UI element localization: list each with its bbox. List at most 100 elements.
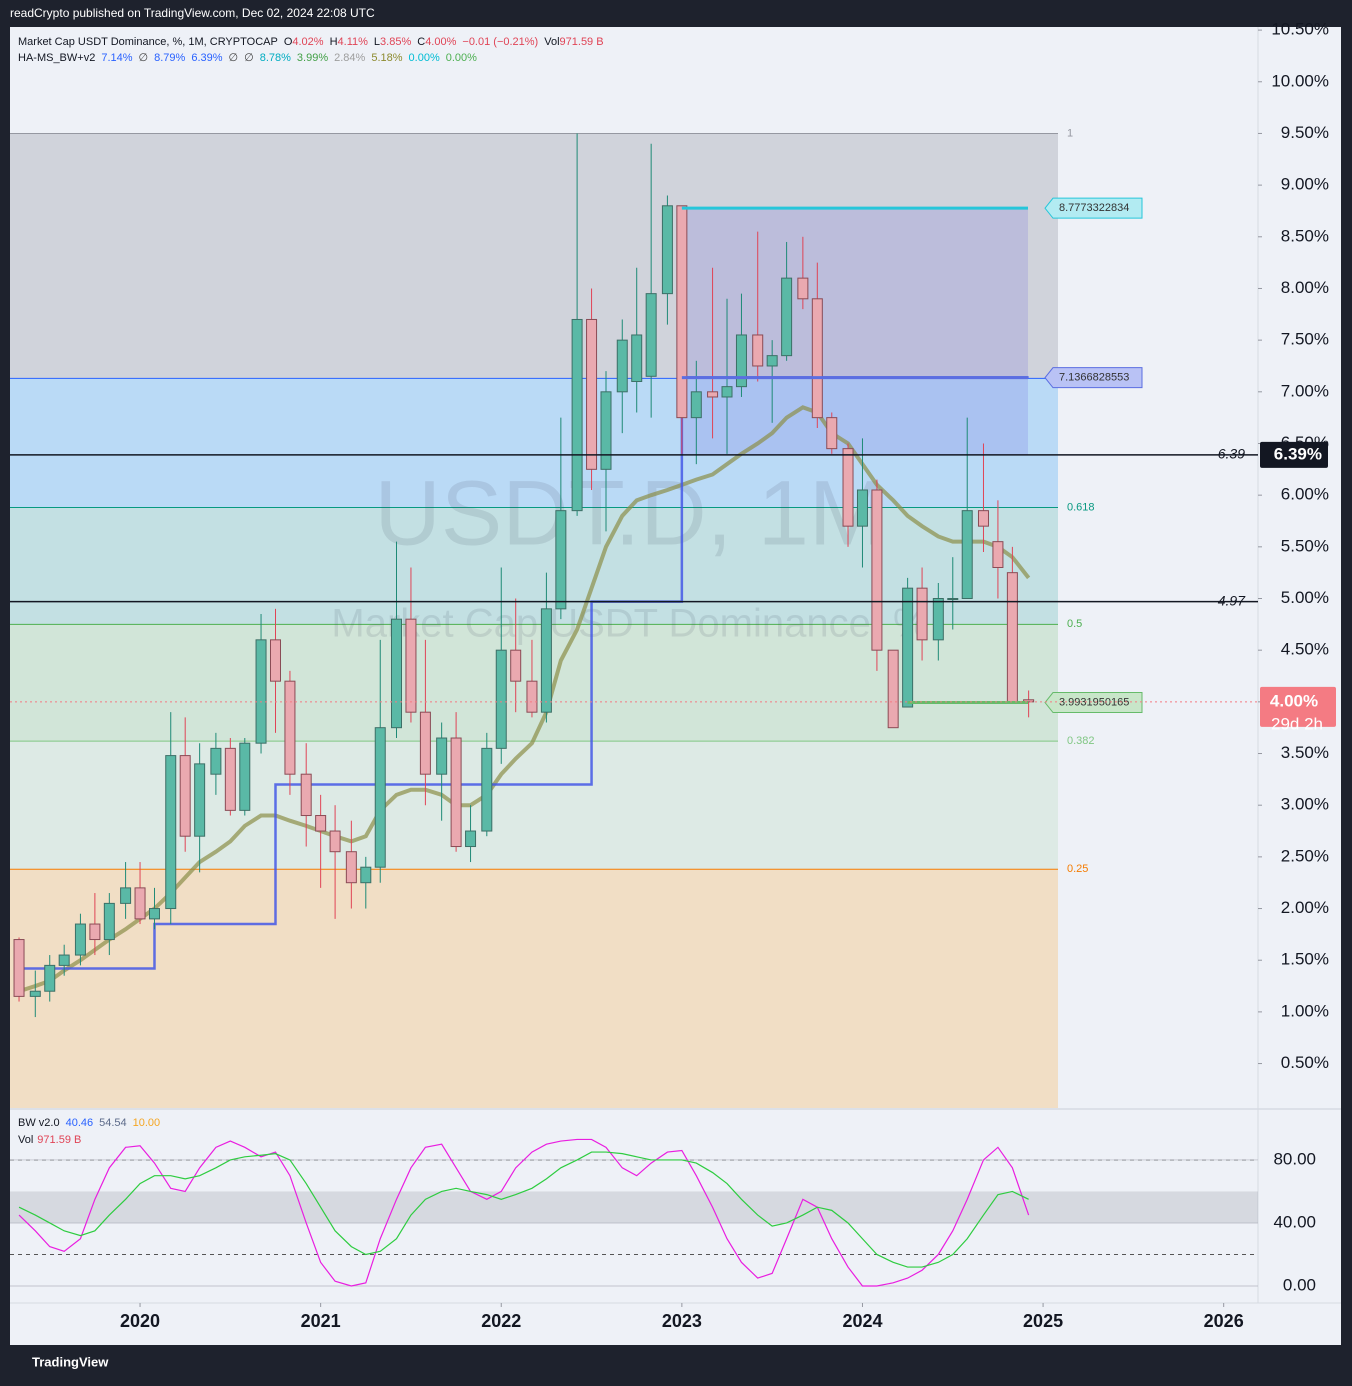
legend-value: 4.02% — [292, 36, 323, 48]
volume-legend: Vol 971.59 B — [18, 1134, 81, 1146]
candle-body — [345, 851, 357, 884]
y-tick-label: 6.00% — [1281, 485, 1329, 504]
candle-body — [842, 448, 854, 527]
indicator-value: 5.18% — [371, 52, 402, 64]
candle-body — [269, 639, 281, 682]
last-price-label: 4.00% — [1270, 691, 1318, 710]
watermark: Market Cap USDT Dominance, % — [331, 602, 928, 646]
candle-body — [1006, 572, 1018, 703]
oscillator-value: 10.00 — [133, 1117, 161, 1129]
price-bubble-label: 8.7773322834 — [1059, 202, 1129, 214]
candle-body — [103, 902, 115, 941]
fib-zone — [10, 133, 1058, 379]
indicator-name: HA-MS_BW+v2 — [18, 52, 95, 64]
legend-value: 3.85% — [380, 36, 411, 48]
indicator-value: ∅ — [139, 52, 149, 64]
candle-body — [902, 587, 914, 708]
legend-value: 4.00% — [425, 36, 456, 48]
last-price-box — [1260, 686, 1336, 727]
candle-body — [887, 649, 899, 729]
y-tick-label: 7.50% — [1281, 330, 1329, 349]
candle-body — [179, 755, 191, 837]
candle-body — [300, 773, 312, 817]
fib-zone — [10, 378, 1058, 508]
candle-body — [961, 510, 973, 600]
candle-body — [284, 680, 296, 775]
countdown-label: 29d 2h — [1271, 714, 1323, 733]
candle-body — [871, 489, 883, 651]
candle-body — [752, 334, 764, 367]
candle-body — [645, 293, 657, 377]
candle-body — [781, 277, 793, 357]
y-tick-label: 10.00% — [1271, 71, 1329, 90]
candle-body — [44, 964, 56, 992]
indicator-value: 2.84% — [334, 52, 365, 64]
x-tick-label: 2021 — [301, 1311, 341, 1331]
candle-body — [391, 618, 403, 729]
candle-body — [661, 205, 673, 295]
fib-zone — [10, 507, 1058, 625]
y-tick-label: 9.50% — [1281, 123, 1329, 142]
fib-label: 1 — [1067, 127, 1073, 139]
legend-key: O — [284, 36, 293, 48]
y-tick-label: 3.00% — [1281, 795, 1329, 814]
legend-change: −0.01 (−0.21%) — [462, 36, 538, 48]
candle-body — [255, 639, 267, 744]
candle-body — [120, 887, 132, 904]
candle-body — [856, 489, 868, 527]
price-bubble — [1044, 197, 1143, 219]
candle-body — [631, 334, 643, 382]
candle-body — [329, 830, 341, 853]
x-tick-label: 2022 — [481, 1311, 521, 1331]
candle-body — [586, 318, 598, 470]
candle-body — [932, 598, 944, 641]
price-bubble — [1044, 692, 1143, 714]
candle-body — [555, 510, 567, 610]
candle-body — [29, 990, 41, 997]
legend-key: H — [330, 36, 338, 48]
candle-body — [89, 923, 101, 941]
symbol-legend: Market Cap USDT Dominance, %, 1M, CRYPTO… — [18, 36, 604, 48]
candle-body — [690, 391, 702, 419]
oscillator-name: BW v2.0 — [18, 1117, 60, 1129]
x-tick-label: 2023 — [662, 1311, 702, 1331]
candle-body — [465, 830, 477, 848]
volume-key: Vol — [18, 1134, 33, 1146]
candle-body — [916, 587, 928, 641]
legend-symbol: Market Cap USDT Dominance, %, 1M, CRYPTO… — [18, 36, 278, 48]
candle-body — [148, 908, 160, 920]
y-tick-label: 1.00% — [1281, 1001, 1329, 1020]
y-tick-label: 5.00% — [1281, 588, 1329, 607]
y-tick-label: 80.00 — [1273, 1149, 1316, 1168]
candle-body — [495, 649, 507, 749]
oscillator-line — [18, 1138, 1030, 1287]
indicator-value: ∅ — [244, 52, 254, 64]
candle-body — [571, 318, 583, 512]
oscillator-line — [18, 1151, 1029, 1268]
candle-body — [436, 737, 448, 775]
y-tick-label: 7.00% — [1281, 381, 1329, 400]
candle-body — [510, 649, 522, 682]
candle-body — [13, 939, 25, 997]
oscillator-band — [10, 1191, 1258, 1223]
y-tick-label: 40.00 — [1273, 1212, 1316, 1231]
candle-body — [210, 747, 222, 775]
horizontal-line-label: 6.39 — [1218, 446, 1245, 462]
x-tick-label: 2025 — [1023, 1311, 1063, 1331]
y-tick-label: 3.50% — [1281, 743, 1329, 762]
watermark: USDT.D, 1M — [374, 462, 885, 564]
legend-value: 971.59 B — [560, 36, 604, 48]
candle-body — [74, 923, 86, 956]
chart-panel — [10, 27, 1341, 1345]
legend-key: L — [374, 36, 380, 48]
legend-key: C — [417, 36, 425, 48]
y-tick-label: 2.00% — [1281, 898, 1329, 917]
candle-body — [526, 680, 538, 713]
fib-label: 0.5 — [1067, 618, 1082, 630]
candle-body — [766, 355, 778, 367]
indicator-value: 7.14% — [101, 52, 132, 64]
candle-body — [721, 386, 733, 398]
indicator-value: 6.39% — [191, 52, 222, 64]
fib-label: 0.25 — [1067, 863, 1088, 875]
